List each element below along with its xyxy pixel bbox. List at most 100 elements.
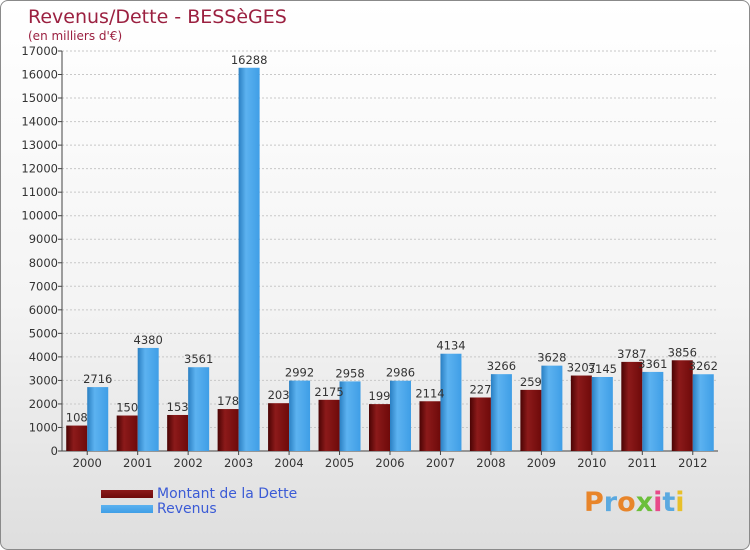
x-tick-label: 2011 bbox=[628, 456, 657, 470]
logo-letter: o bbox=[617, 487, 636, 518]
bar-dette bbox=[621, 361, 643, 451]
logo-letter: i bbox=[675, 487, 685, 518]
legend: Montant de la Dette Revenus bbox=[101, 485, 298, 517]
data-label-dette: 199 bbox=[369, 389, 391, 403]
data-label-dette: 2114 bbox=[415, 386, 444, 400]
y-tick-label: 12000 bbox=[21, 162, 58, 176]
bar-dette bbox=[469, 397, 491, 451]
bar-revenus bbox=[188, 367, 210, 451]
legend-item-dette: Montant de la Dette bbox=[101, 485, 298, 502]
bar-revenus bbox=[390, 380, 411, 451]
logo-letter: P bbox=[584, 487, 604, 518]
bar-revenus bbox=[137, 347, 159, 451]
y-tick-label: 14000 bbox=[21, 115, 58, 129]
bar-dette bbox=[167, 414, 189, 451]
x-tick-label: 2009 bbox=[527, 456, 556, 470]
y-tick-label: 6000 bbox=[29, 303, 58, 317]
data-label-revenus: 3262 bbox=[689, 359, 718, 373]
data-label-dette: 178 bbox=[217, 394, 239, 408]
bar-dette bbox=[419, 401, 441, 451]
bar-revenus bbox=[87, 387, 109, 451]
y-tick-label: 10000 bbox=[21, 209, 58, 223]
x-tick-label: 2003 bbox=[224, 456, 253, 470]
data-label-dette: 227 bbox=[469, 382, 491, 396]
bar-dette bbox=[116, 415, 138, 451]
data-label-dette: 108 bbox=[66, 411, 88, 425]
proxiti-logo: Proxiti bbox=[584, 487, 685, 518]
data-label-revenus: 2958 bbox=[335, 366, 364, 380]
data-label-revenus: 4134 bbox=[436, 339, 465, 353]
data-label-dette: 203 bbox=[268, 388, 290, 402]
data-label-dette: 150 bbox=[116, 401, 138, 415]
data-label-dette: 3856 bbox=[668, 345, 697, 359]
data-label-revenus: 3266 bbox=[487, 359, 516, 373]
bar-dette bbox=[217, 409, 239, 451]
y-tick-label: 7000 bbox=[29, 279, 58, 293]
legend-swatch-dette bbox=[101, 489, 153, 498]
bar-dette bbox=[369, 404, 390, 451]
y-tick-label: 13000 bbox=[21, 138, 58, 152]
y-tick-label: 5000 bbox=[29, 326, 58, 340]
data-label-dette: 259 bbox=[520, 375, 542, 389]
bar-dette bbox=[268, 403, 290, 451]
bar-revenus bbox=[440, 353, 462, 451]
logo-letter: x bbox=[635, 487, 654, 518]
logo-letter: i bbox=[653, 487, 663, 518]
bar-dette bbox=[570, 375, 592, 451]
data-label-revenus: 3561 bbox=[184, 352, 213, 366]
legend-label-revenus: Revenus bbox=[157, 500, 217, 517]
bar-revenus bbox=[238, 67, 260, 452]
bar-dette bbox=[671, 360, 693, 451]
x-tick-label: 2000 bbox=[73, 456, 102, 470]
y-tick-label: 1000 bbox=[29, 420, 58, 434]
data-label-revenus: 3361 bbox=[638, 357, 667, 371]
data-label-revenus: 3145 bbox=[588, 362, 617, 376]
chart-title: Revenus/Dette - BESSèGES bbox=[28, 6, 287, 28]
y-tick-label: 15000 bbox=[21, 91, 58, 105]
data-label-revenus: 2716 bbox=[83, 372, 112, 386]
logo-letter: t bbox=[662, 487, 676, 518]
y-tick-label: 0 bbox=[51, 444, 58, 458]
bar-dette bbox=[66, 425, 88, 451]
logo-letter: r bbox=[603, 487, 618, 518]
bar-revenus bbox=[339, 381, 361, 451]
bar-dette bbox=[520, 389, 542, 451]
bar-revenus bbox=[289, 380, 311, 451]
x-tick-label: 2002 bbox=[174, 456, 203, 470]
legend-label-dette: Montant de la Dette bbox=[157, 485, 298, 502]
bar-revenus bbox=[490, 374, 512, 451]
y-tick-label: 16000 bbox=[21, 68, 58, 82]
data-label-dette: 3207 bbox=[567, 361, 596, 375]
bar-dette bbox=[318, 399, 340, 451]
y-tick-label: 17000 bbox=[21, 44, 58, 58]
data-label-revenus: 16288 bbox=[231, 53, 268, 67]
y-tick-label: 11000 bbox=[21, 185, 58, 199]
x-tick-label: 2005 bbox=[325, 456, 354, 470]
data-label-dette: 3787 bbox=[617, 347, 646, 361]
x-tick-label: 2008 bbox=[476, 456, 505, 470]
bar-revenus bbox=[541, 365, 563, 451]
x-tick-label: 2006 bbox=[375, 456, 404, 470]
x-tick-label: 2001 bbox=[123, 456, 152, 470]
x-tick-label: 2004 bbox=[274, 456, 303, 470]
bar-revenus bbox=[591, 377, 613, 451]
legend-item-revenus: Revenus bbox=[101, 500, 297, 517]
data-label-revenus: 2986 bbox=[386, 366, 415, 380]
y-tick-label: 3000 bbox=[29, 373, 58, 387]
x-tick-label: 2012 bbox=[678, 456, 707, 470]
chart-subtitle: (en milliers d'€) bbox=[28, 29, 123, 43]
bar-revenus bbox=[642, 371, 664, 451]
bar-revenus bbox=[692, 374, 714, 451]
data-label-revenus: 3628 bbox=[537, 351, 566, 365]
data-label-dette: 2175 bbox=[314, 385, 343, 399]
legend-swatch-revenus bbox=[101, 504, 153, 513]
y-tick-label: 2000 bbox=[29, 397, 58, 411]
data-label-revenus: 2992 bbox=[285, 366, 314, 380]
x-tick-label: 2010 bbox=[577, 456, 606, 470]
data-label-dette: 153 bbox=[167, 400, 189, 414]
y-tick-label: 9000 bbox=[29, 232, 58, 246]
x-tick-label: 2007 bbox=[426, 456, 455, 470]
data-label-revenus: 4380 bbox=[134, 333, 163, 347]
